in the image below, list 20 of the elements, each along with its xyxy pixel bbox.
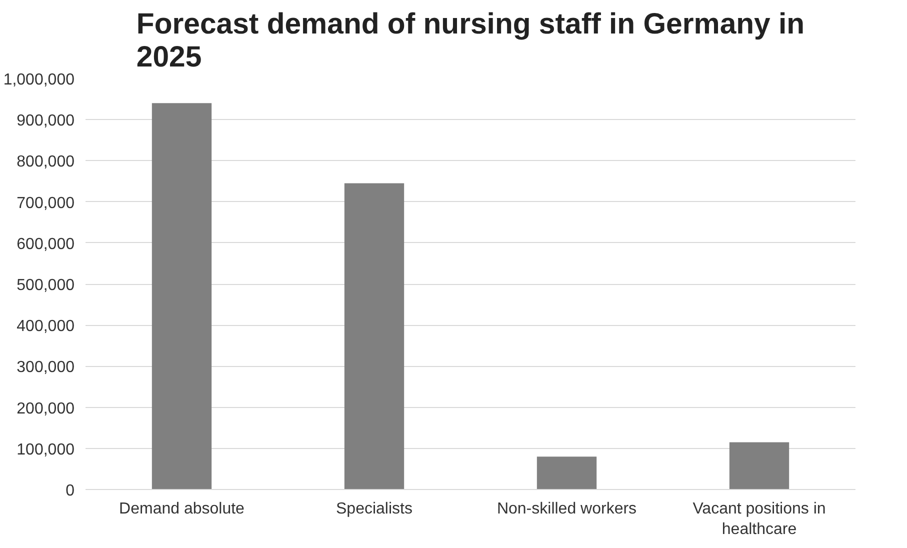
bar [344,183,404,490]
y-tick-label: 900,000 [16,112,75,130]
y-tick-label: 200,000 [16,400,75,418]
y-tick-label: 1,000,000 [3,72,75,88]
x-tick-label: Specialists [336,500,412,518]
x-tick-label: Non-skilled workers [496,500,637,518]
x-tick-label: Vacant positions in healthcare [692,500,826,538]
chart-title: Forecast demand of nursing staff in Germany in 2025 [136,8,805,74]
bar [536,456,597,490]
y-tick-label: 700,000 [16,194,75,212]
y-tick-label: 600,000 [16,236,75,253]
y-tick-label: 400,000 [16,318,75,336]
y-tick-label: 800,000 [16,154,75,171]
y-tick-label: 300,000 [16,359,75,376]
x-tick-label: Demand absolute [119,500,245,518]
bar [729,442,790,490]
y-tick-label: 0 [66,482,75,500]
y-tick-label: 500,000 [16,277,75,294]
y-tick-label: 100,000 [16,441,75,458]
bar [152,103,212,490]
